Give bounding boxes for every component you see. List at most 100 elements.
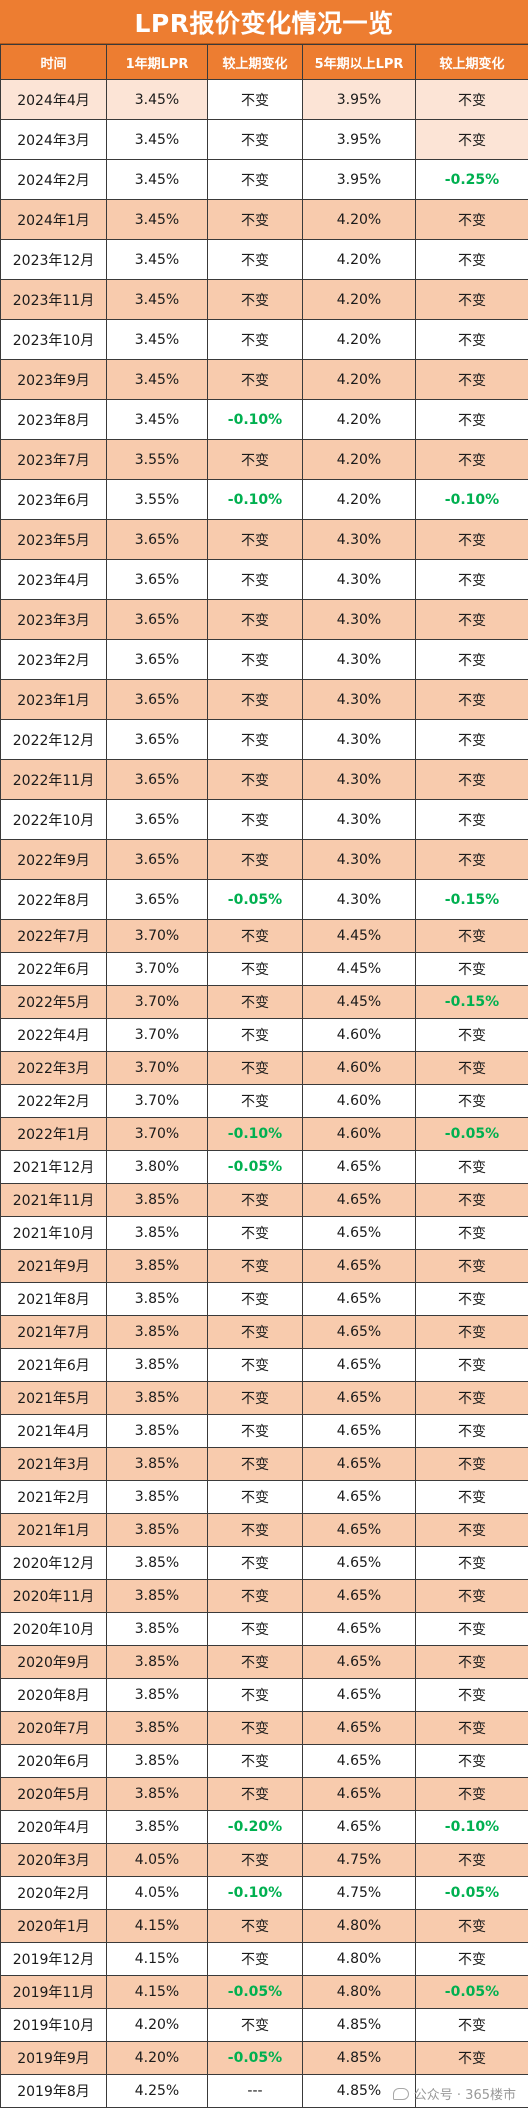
table-row: 2021年10月 3.85% 不变 4.65% 不变 — [0, 1216, 528, 1250]
cell-change-1y: 不变 — [207, 1348, 303, 1382]
cell-lpr-5y: 4.65% — [302, 1480, 416, 1514]
cell-change-1y: 不变 — [207, 1414, 303, 1448]
cell-change-5y: -0.15% — [415, 879, 528, 920]
cell-date: 2024年4月 — [0, 79, 107, 120]
table-row: 2021年1月 3.85% 不变 4.65% 不变 — [0, 1513, 528, 1547]
cell-change-1y: 不变 — [207, 199, 303, 240]
cell-change-5y: 不变 — [415, 1051, 528, 1085]
cell-lpr-1y: 3.70% — [106, 1051, 208, 1085]
cell-date: 2021年4月 — [0, 1414, 107, 1448]
cell-change-1y: 不变 — [207, 919, 303, 953]
cell-lpr-5y: 4.30% — [302, 519, 416, 560]
cell-change-1y: 不变 — [207, 119, 303, 160]
cell-change-5y: 不变 — [415, 519, 528, 560]
cell-date: 2019年10月 — [0, 2008, 107, 2042]
cell-date: 2021年8月 — [0, 1282, 107, 1316]
column-header-change-1y: 较上期变化 — [207, 44, 303, 80]
cell-lpr-1y: 3.85% — [106, 1183, 208, 1217]
table-row: 2021年2月 3.85% 不变 4.65% 不变 — [0, 1480, 528, 1514]
lpr-table: 时间 1年期LPR 较上期变化 5年期以上LPR 较上期变化 2024年4月 3.… — [0, 44, 528, 2108]
cell-change-1y: 不变 — [207, 1942, 303, 1976]
table-row: 2021年12月 3.80% -0.05% 4.65% 不变 — [0, 1150, 528, 1184]
cell-lpr-5y: 3.95% — [302, 79, 416, 120]
cell-change-1y: 不变 — [207, 239, 303, 280]
cell-change-5y: 不变 — [415, 119, 528, 160]
cell-change-1y: -0.10% — [207, 1876, 303, 1910]
cell-lpr-1y: 3.85% — [106, 1216, 208, 1250]
cell-change-1y: 不变 — [207, 1513, 303, 1547]
cell-change-1y: 不变 — [207, 1744, 303, 1778]
cell-date: 2022年8月 — [0, 879, 107, 920]
wechat-icon — [392, 2087, 409, 2100]
cell-date: 2023年7月 — [0, 439, 107, 480]
cell-change-5y: -0.05% — [415, 1117, 528, 1151]
cell-date: 2021年12月 — [0, 1150, 107, 1184]
cell-change-1y: -0.20% — [207, 1810, 303, 1844]
cell-date: 2023年4月 — [0, 559, 107, 600]
cell-change-5y: -0.10% — [415, 479, 528, 520]
cell-lpr-5y: 4.65% — [302, 1579, 416, 1613]
cell-change-1y: 不变 — [207, 759, 303, 800]
cell-change-5y: 不变 — [415, 1645, 528, 1679]
cell-date: 2021年7月 — [0, 1315, 107, 1349]
cell-lpr-5y: 4.45% — [302, 985, 416, 1019]
table-row: 2020年10月 3.85% 不变 4.65% 不变 — [0, 1612, 528, 1646]
cell-lpr-5y: 4.45% — [302, 919, 416, 953]
cell-change-5y: 不变 — [415, 1249, 528, 1283]
table-row: 2024年4月 3.45% 不变 3.95% 不变 — [0, 79, 528, 120]
cell-change-1y: 不变 — [207, 1183, 303, 1217]
table-row: 2019年12月 4.15% 不变 4.80% 不变 — [0, 1942, 528, 1976]
cell-date: 2020年10月 — [0, 1612, 107, 1646]
cell-lpr-1y: 3.85% — [106, 1414, 208, 1448]
cell-date: 2022年4月 — [0, 1018, 107, 1052]
cell-date: 2023年8月 — [0, 399, 107, 440]
cell-lpr-5y: 4.20% — [302, 239, 416, 280]
table-row: 2023年12月 3.45% 不变 4.20% 不变 — [0, 239, 528, 280]
cell-change-1y: 不变 — [207, 1447, 303, 1481]
cell-date: 2019年8月 — [0, 2074, 107, 2108]
cell-lpr-1y: 3.85% — [106, 1315, 208, 1349]
cell-change-5y: 不变 — [415, 1777, 528, 1811]
cell-lpr-5y: 3.95% — [302, 119, 416, 160]
cell-change-1y: 不变 — [207, 159, 303, 200]
cell-change-5y: 不变 — [415, 1546, 528, 1580]
cell-lpr-5y: 4.30% — [302, 599, 416, 640]
cell-lpr-1y: 3.85% — [106, 1612, 208, 1646]
cell-date: 2023年10月 — [0, 319, 107, 360]
cell-change-5y: 不变 — [415, 1513, 528, 1547]
cell-lpr-5y: 4.80% — [302, 1975, 416, 2009]
cell-date: 2020年4月 — [0, 1810, 107, 1844]
cell-lpr-1y: 4.20% — [106, 2008, 208, 2042]
cell-date: 2022年11月 — [0, 759, 107, 800]
cell-change-1y: 不变 — [207, 719, 303, 760]
cell-change-1y: 不变 — [207, 559, 303, 600]
cell-change-1y: 不变 — [207, 799, 303, 840]
cell-date: 2021年11月 — [0, 1183, 107, 1217]
cell-change-5y: -0.25% — [415, 159, 528, 200]
cell-lpr-1y: 3.85% — [106, 1249, 208, 1283]
cell-lpr-1y: 3.70% — [106, 1018, 208, 1052]
table-row: 2020年7月 3.85% 不变 4.65% 不变 — [0, 1711, 528, 1745]
cell-date: 2022年1月 — [0, 1117, 107, 1151]
cell-lpr-5y: 4.75% — [302, 1876, 416, 1910]
cell-date: 2020年1月 — [0, 1909, 107, 1943]
cell-change-1y: 不变 — [207, 519, 303, 560]
cell-change-1y: 不变 — [207, 439, 303, 480]
table-row: 2024年1月 3.45% 不变 4.20% 不变 — [0, 199, 528, 240]
cell-date: 2021年2月 — [0, 1480, 107, 1514]
cell-date: 2020年9月 — [0, 1645, 107, 1679]
cell-change-1y: 不变 — [207, 599, 303, 640]
cell-lpr-1y: 3.45% — [106, 279, 208, 320]
cell-date: 2022年5月 — [0, 985, 107, 1019]
cell-change-5y: -0.05% — [415, 1876, 528, 1910]
cell-lpr-5y: 4.65% — [302, 1315, 416, 1349]
table-row: 2020年4月 3.85% -0.20% 4.65% -0.10% — [0, 1810, 528, 1844]
cell-lpr-1y: 4.05% — [106, 1843, 208, 1877]
cell-lpr-5y: 4.30% — [302, 839, 416, 880]
table-row: 2019年9月 4.20% -0.05% 4.85% 不变 — [0, 2041, 528, 2075]
cell-change-5y: 不变 — [415, 1282, 528, 1316]
cell-change-5y: 不变 — [415, 1315, 528, 1349]
page-title: LPR报价变化情况一览 — [0, 0, 528, 44]
table-row: 2023年9月 3.45% 不变 4.20% 不变 — [0, 359, 528, 400]
